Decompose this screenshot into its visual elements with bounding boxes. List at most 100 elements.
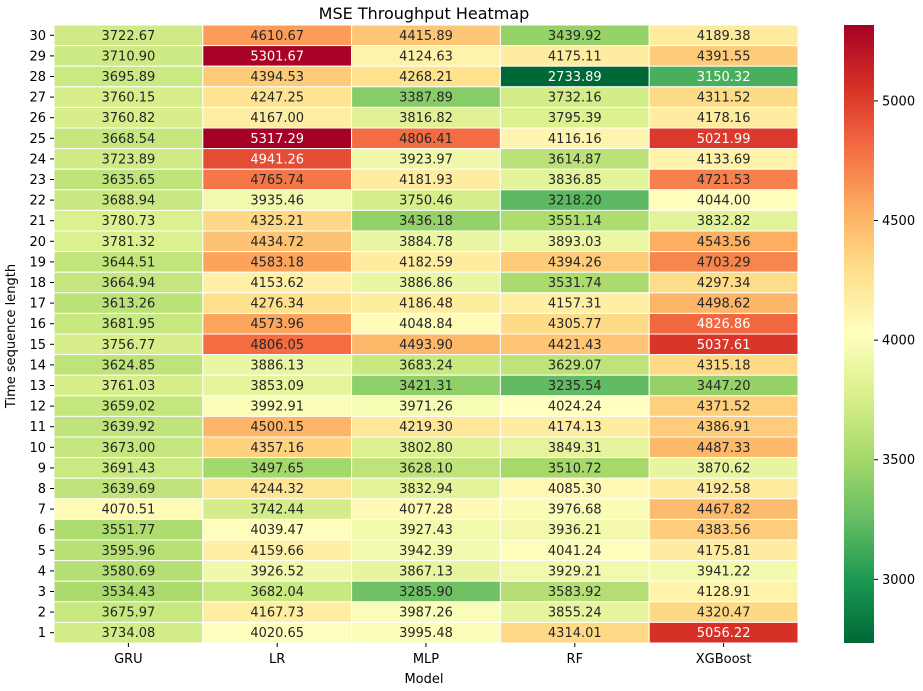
y-tick-label: 24: [29, 152, 46, 167]
cell-value-label: 3447.20: [697, 379, 751, 394]
y-tick-label: 10: [29, 441, 46, 456]
cell-value-label: 3942.39: [399, 544, 453, 559]
cell-value-label: 4314.01: [548, 626, 602, 641]
y-tick-label: 27: [29, 91, 46, 106]
y-tick-label: 7: [38, 503, 46, 518]
cell-value-label: 4186.48: [399, 297, 453, 312]
y-tick-label: 16: [29, 317, 46, 332]
cell-value-label: 5056.22: [697, 626, 751, 641]
y-tick-label: 8: [38, 482, 46, 497]
chart-title: MSE Throughput Heatmap: [319, 4, 530, 23]
cell-value-label: 4941.26: [250, 152, 304, 167]
colorbar-tick-label: 3500: [882, 453, 915, 468]
cell-value-label: 3923.97: [399, 152, 453, 167]
cell-value-label: 4128.91: [697, 585, 751, 600]
cell-value-label: 3836.85: [548, 173, 602, 188]
cell-value-label: 2733.89: [548, 70, 602, 85]
cell-value-label: 3929.21: [548, 564, 602, 579]
cell-value-label: 3639.92: [102, 420, 156, 435]
cell-value-label: 4498.62: [697, 297, 751, 312]
cell-value-label: 3750.46: [399, 194, 453, 209]
cell-value-label: 3761.03: [102, 379, 156, 394]
y-tick-label: 12: [29, 400, 46, 415]
cell-value-label: 3855.24: [548, 606, 602, 621]
cell-value-label: 4268.21: [399, 70, 453, 85]
cell-value-label: 3832.94: [399, 482, 453, 497]
colorbar-tick-label: 3000: [882, 573, 915, 588]
cell-value-label: 4044.00: [697, 194, 751, 209]
cell-value-label: 3853.09: [250, 379, 304, 394]
y-tick-label: 30: [29, 29, 46, 44]
x-tick-label: XGBoost: [696, 652, 752, 667]
cell-value-label: 4175.11: [548, 49, 602, 64]
cell-value-label: 3976.68: [548, 503, 602, 518]
cell-value-label: 4415.89: [399, 29, 453, 44]
cell-value-label: 4320.47: [697, 606, 751, 621]
cell-value-label: 3218.20: [548, 194, 602, 209]
cell-value-label: 4325.21: [250, 214, 304, 229]
x-axis-label: Model: [404, 672, 443, 687]
cell-value-label: 3886.86: [399, 276, 453, 291]
cell-value-label: 3867.13: [399, 564, 453, 579]
cell-value-label: 4167.00: [250, 111, 304, 126]
cell-value-label: 3624.85: [102, 358, 156, 373]
cell-value-label: 4421.43: [548, 338, 602, 353]
x-axis: GRU LR MLP RF XGBoost: [114, 643, 751, 667]
y-tick-label: 22: [29, 194, 46, 209]
cell-value-label: 4311.52: [697, 91, 751, 106]
cell-value-label: 4467.82: [697, 503, 751, 518]
cell-value-label: 4070.51: [102, 503, 156, 518]
y-tick-label: 4: [38, 564, 46, 579]
cell-value-label: 4500.15: [250, 420, 304, 435]
cell-value-label: 4305.77: [548, 317, 602, 332]
cell-value-label: 3927.43: [399, 523, 453, 538]
cell-value-label: 3987.26: [399, 606, 453, 621]
y-tick-label: 29: [29, 49, 46, 64]
cell-value-label: 4167.73: [250, 606, 304, 621]
cell-value-label: 4826.86: [697, 317, 751, 332]
cell-value-label: 4189.38: [697, 29, 751, 44]
cell-value-label: 4394.26: [548, 255, 602, 270]
cell-value-label: 3688.94: [102, 194, 156, 209]
cell-value-label: 3941.22: [697, 564, 751, 579]
cell-value-label: 3780.73: [102, 214, 156, 229]
cell-value-label: 4041.24: [548, 544, 602, 559]
cell-value-label: 4276.34: [250, 297, 304, 312]
cell-value-label: 3732.16: [548, 91, 602, 106]
cell-value-label: 3683.24: [399, 358, 453, 373]
cell-value-label: 3742.44: [250, 503, 304, 518]
cell-value-label: 4806.41: [399, 132, 453, 147]
cell-value-label: 4434.72: [250, 235, 304, 250]
cell-value-label: 3635.65: [102, 173, 156, 188]
y-tick-label: 25: [29, 132, 46, 147]
colorbar-tick-label: 5000: [882, 94, 915, 109]
cell-value-label: 3436.18: [399, 214, 453, 229]
cell-value-label: 4247.25: [250, 91, 304, 106]
cell-value-label: 3832.82: [697, 214, 751, 229]
y-tick-label: 23: [29, 173, 46, 188]
cell-value-label: 3926.52: [250, 564, 304, 579]
cell-value-label: 3971.26: [399, 400, 453, 415]
cell-value-label: 4573.96: [250, 317, 304, 332]
y-tick-label: 28: [29, 70, 46, 85]
cell-value-label: 3497.65: [250, 461, 304, 476]
cell-value-label: 4721.53: [697, 173, 751, 188]
cell-value-label: 4703.29: [697, 255, 751, 270]
y-tick-label: 9: [38, 461, 46, 476]
y-tick-label: 14: [29, 358, 46, 373]
cell-value-label: 3734.08: [102, 626, 156, 641]
cell-value-label: 3439.92: [548, 29, 602, 44]
colorbar: 3000 3500 4000 4500 5000: [844, 25, 915, 643]
cell-value-label: 3935.46: [250, 194, 304, 209]
y-tick-label: 3: [38, 585, 46, 600]
cell-value-label: 3710.90: [102, 49, 156, 64]
x-tick-label: RF: [567, 652, 584, 667]
cell-value-label: 3675.97: [102, 606, 156, 621]
cell-value-label: 3870.62: [697, 461, 751, 476]
cell-value-label: 4371.52: [697, 400, 751, 415]
y-tick-label: 26: [29, 111, 46, 126]
cell-value-label: 4020.65: [250, 626, 304, 641]
cell-value-label: 4610.67: [250, 29, 304, 44]
y-tick-label: 19: [29, 255, 46, 270]
